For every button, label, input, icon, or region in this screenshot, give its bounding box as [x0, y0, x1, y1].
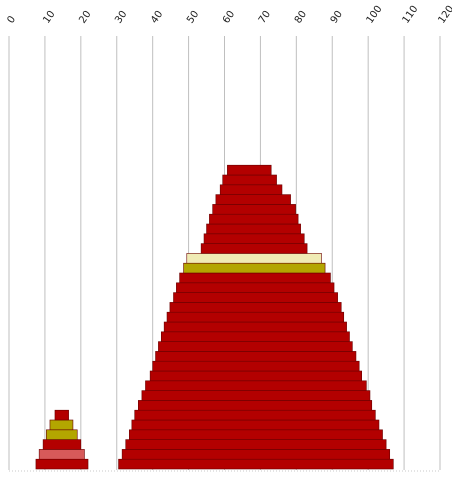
bar	[219, 184, 283, 195]
x-tick-label: 40	[149, 9, 165, 26]
x-tick-label: 0	[5, 14, 18, 26]
bar	[227, 164, 272, 176]
bar-stack	[35, 409, 89, 470]
bar	[141, 390, 371, 401]
bar	[169, 302, 342, 313]
x-tick-label: 90	[329, 9, 345, 26]
bar	[158, 341, 353, 352]
bar	[155, 351, 357, 362]
bar	[163, 321, 347, 333]
x-tick-label: 100	[365, 4, 385, 26]
bar	[183, 262, 326, 274]
bar	[131, 419, 380, 431]
bar	[121, 449, 391, 460]
bar	[118, 458, 394, 470]
tick-labels: 0 10 20 30 40 50 60 70 80 90 100 110 120	[5, 4, 452, 26]
x-tick-label: 80	[293, 9, 309, 26]
bar-stack	[118, 164, 394, 470]
bar	[173, 292, 338, 303]
bar	[54, 409, 69, 421]
bar	[176, 282, 335, 293]
bar	[42, 439, 82, 450]
x-tick-label: 10	[41, 9, 57, 26]
bar	[160, 331, 350, 342]
bar	[186, 253, 322, 264]
x-tick-label: 30	[113, 9, 129, 26]
bar	[134, 409, 376, 421]
bar	[46, 429, 78, 440]
bar	[209, 213, 299, 225]
bar	[149, 370, 362, 382]
bar	[212, 204, 296, 215]
bar	[129, 429, 383, 440]
bar	[179, 272, 331, 284]
bar	[206, 223, 301, 235]
bar	[152, 360, 360, 372]
bar	[200, 243, 308, 254]
x-tick-label: 70	[257, 9, 273, 26]
x-tick-label: 110	[401, 4, 421, 26]
bar	[138, 400, 373, 411]
bar	[125, 439, 387, 450]
bars-layer	[35, 164, 394, 470]
bar	[215, 194, 291, 205]
x-tick-label: 50	[185, 9, 201, 26]
bar	[49, 419, 74, 431]
bar	[38, 449, 85, 460]
x-tick-label: 60	[221, 9, 237, 26]
bar	[222, 174, 277, 186]
bar	[203, 233, 305, 244]
x-tick-label: 120	[436, 4, 452, 26]
bar	[166, 311, 345, 323]
x-tick-label: 20	[77, 9, 93, 26]
bar	[145, 380, 367, 391]
bar	[35, 458, 89, 470]
